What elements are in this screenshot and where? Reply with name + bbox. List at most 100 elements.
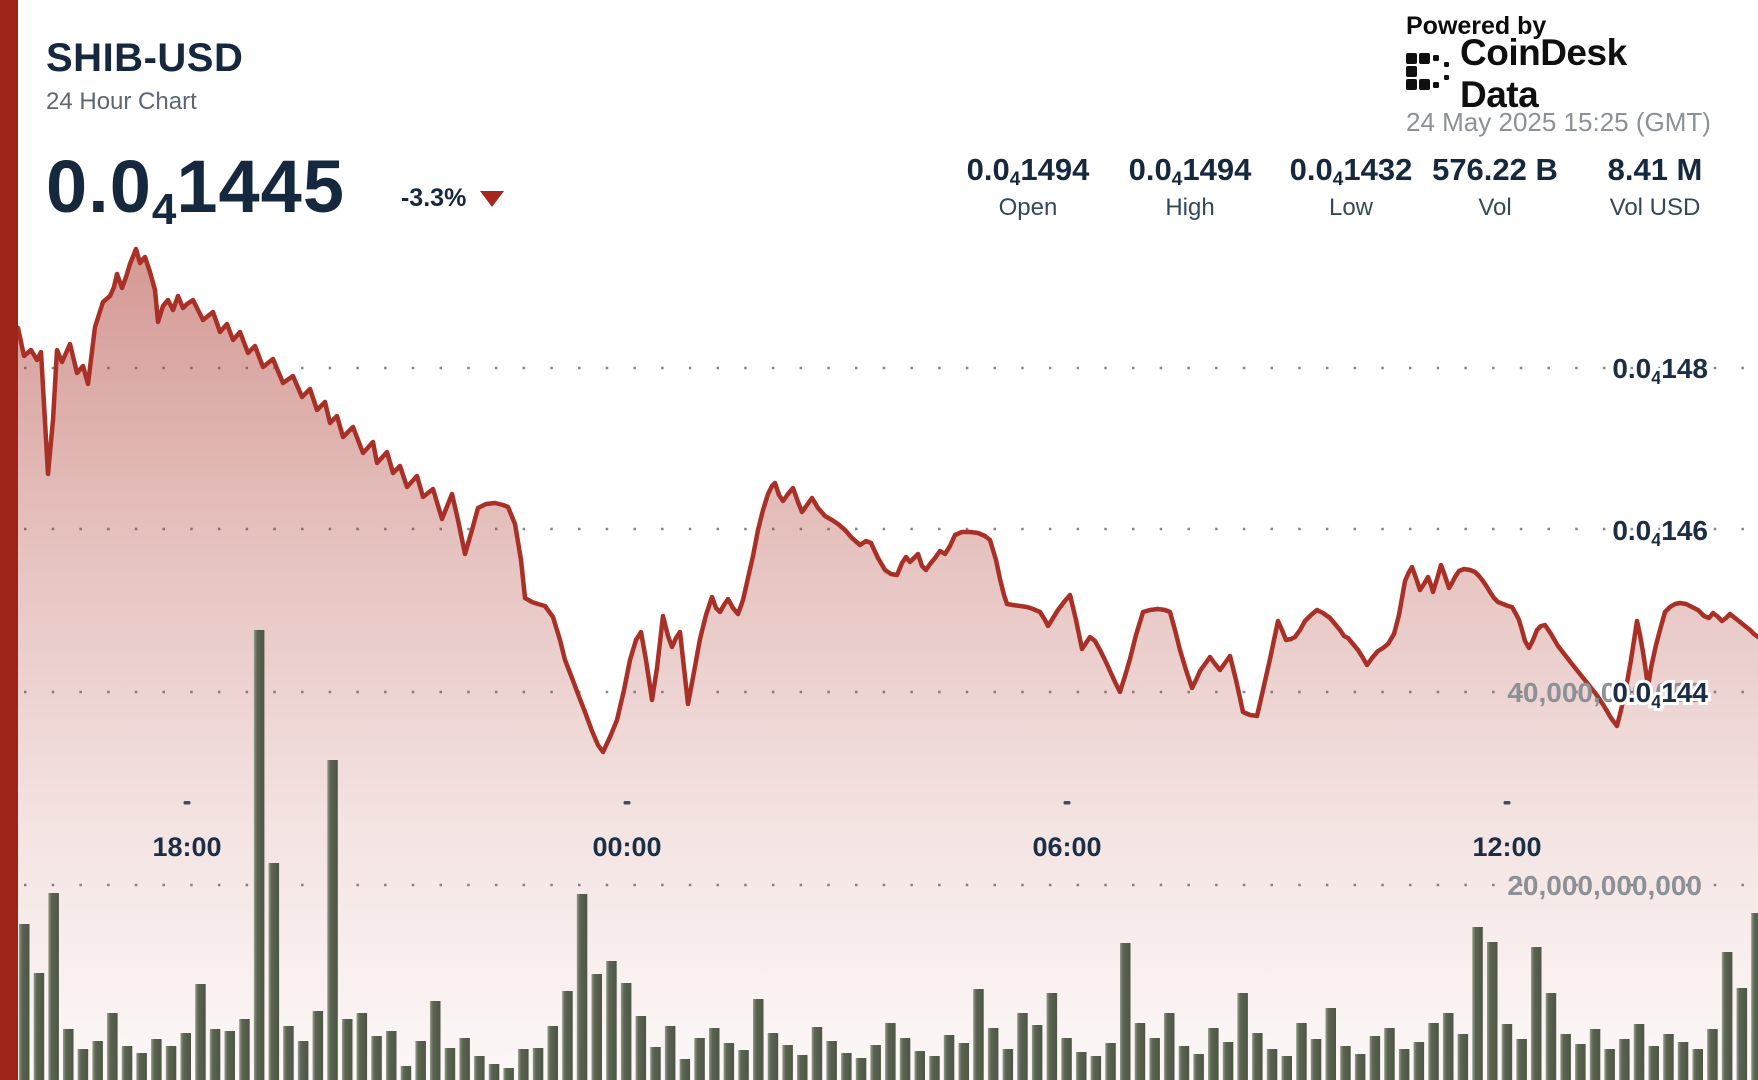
volume-bar [547,1026,558,1080]
volume-bar [1193,1054,1204,1080]
volume-bar [371,1036,382,1080]
volume-bar [914,1051,925,1080]
coindesk-logo[interactable]: CoinDesk Data [1406,32,1710,115]
volume-bar [753,999,764,1080]
volume-bar [503,1068,514,1080]
volume-bar [1428,1023,1439,1080]
volume-bar [841,1053,852,1080]
volume-bar [121,1046,133,1080]
price-subscript: 4 [151,185,177,234]
page-title: SHIB-USD [46,36,244,80]
volume-bar [400,1066,412,1080]
volume-bar [738,1050,749,1080]
volume-bar [356,1013,368,1080]
stat-vol-usd: 8.41 M Vol USD [1570,0,1740,221]
volume-bars [19,630,1758,1080]
volume-bar [650,1047,661,1080]
volume-bar [77,1049,89,1080]
price-digits: 1445 [176,145,345,228]
volume-bar [606,961,617,1080]
stat-value: 8.41 M [1607,152,1703,187]
volume-bar [63,1029,74,1080]
volume-bar [312,1011,324,1080]
volume-bar [180,1033,191,1080]
volume-bar [1105,1043,1116,1080]
volume-bar [811,1027,823,1080]
price-axis-label: 0.04148 [1612,353,1708,388]
volume-bar [1002,1049,1014,1080]
price-axis-label: 0.04144 [1612,677,1708,712]
stat-label: High [1165,194,1215,221]
volume-bar [1252,1033,1263,1080]
volume-bar [1531,947,1542,1080]
stat-value: 0.041494 [966,152,1090,190]
volume-bar [430,1001,441,1080]
volume-bar [239,1019,250,1080]
volume-bar [444,1048,456,1080]
volume-bar [136,1053,147,1080]
volume-bar [33,973,45,1080]
volume-bar [1222,1042,1234,1080]
volume-axis-label: 20,000,000,000 [1507,870,1702,901]
volume-bar [591,974,602,1080]
volume-bar [1648,1046,1659,1080]
volume-bar [92,1041,103,1080]
coindesk-logo-icon [1406,53,1449,90]
volume-bar [782,1045,793,1080]
stat-value: 0.041494 [1128,152,1252,190]
stat-label: Vol [1478,194,1512,221]
volume-bar [1604,1049,1615,1080]
price-area-fill [18,249,1758,1080]
volume-bar [209,1029,221,1080]
volume-bar [1208,1028,1219,1080]
volume-bar [1545,993,1557,1080]
volume-bar [1677,1042,1689,1080]
volume-bar [1266,1049,1278,1080]
brand-name: CoinDesk Data [1460,32,1627,115]
volume-bar [342,1019,353,1080]
volume-bar [283,1026,294,1080]
volume-bar [1354,1054,1366,1080]
volume-bar [1398,1049,1410,1080]
volume-bar [1560,1034,1571,1080]
volume-bar [1633,1024,1645,1080]
stat-open: 0.041494 Open [943,0,1113,221]
volume-bar [885,1023,896,1080]
volume-bar [386,1031,397,1080]
volume-bar [1575,1044,1586,1080]
volume-bar [268,863,280,1080]
volume-bar [488,1064,500,1080]
volume-bar [1501,1024,1513,1080]
volume-bar [415,1041,426,1080]
volume-bar [151,1039,162,1080]
volume-bar [1090,1056,1102,1080]
stat-high: 0.041494 High [1105,0,1275,221]
down-triangle-icon [480,190,505,207]
volume-bar [1237,993,1248,1080]
current-price-row: 0.0 4 1445 -3.3% [46,145,505,232]
volume-bar [1061,1038,1072,1080]
volume-bar [1325,1008,1336,1080]
volume-bar [987,1028,999,1080]
volume-bar [1457,1034,1469,1080]
volume-bar [958,1043,969,1080]
x-axis-label: 00:00 [592,832,661,862]
volume-bar [1164,1013,1175,1080]
volume-bar [107,1013,118,1080]
volume-bar [1120,943,1131,1080]
x-axis-label: 06:00 [1032,832,1101,862]
volume-bar [1413,1042,1425,1080]
volume-bar [1516,1039,1527,1080]
volume-bar [195,984,206,1080]
volume-bar [1619,1039,1630,1080]
change-percent: -3.3% [400,184,467,212]
x-axis-tick [1503,801,1511,805]
powered-by-label: Powered by [1406,12,1547,40]
volume-bar [253,630,265,1080]
volume-bar [709,1028,720,1080]
volume-bar [532,1048,544,1080]
volume-bar [943,1035,955,1080]
volume-bar [1472,927,1483,1080]
